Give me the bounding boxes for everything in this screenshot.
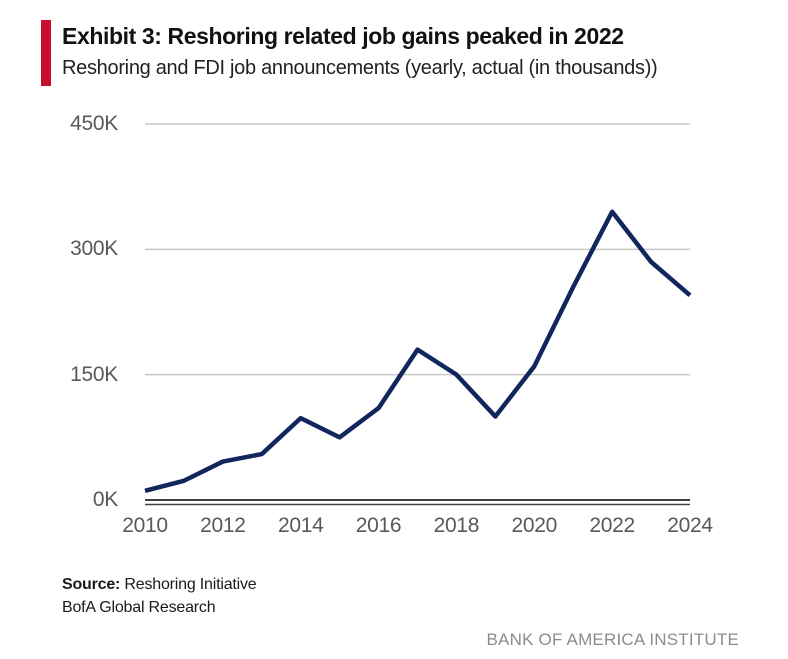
y-tick-label: 0K xyxy=(92,488,118,511)
research-line: BofA Global Research xyxy=(62,599,216,616)
x-tick-label: 2020 xyxy=(511,514,558,537)
red-accent-bar xyxy=(41,20,51,86)
source-line: Source: Reshoring Initiative xyxy=(62,576,257,594)
source-value: Reshoring Initiative xyxy=(120,576,257,593)
x-tick-label: 2022 xyxy=(589,514,635,537)
source-label: Source: xyxy=(62,576,121,593)
x-tick-label: 2016 xyxy=(355,514,402,537)
x-tick-label: 2014 xyxy=(277,514,324,537)
zero-axis-double-line xyxy=(145,499,690,506)
institute-brand: BANK OF AMERICA INSTITUTE xyxy=(486,630,739,649)
x-tick-label: 2012 xyxy=(200,514,246,537)
y-tick-label: 150K xyxy=(70,362,118,386)
x-tick-label: 2024 xyxy=(667,514,713,537)
y-tick-label: 300K xyxy=(70,237,118,261)
exhibit-subtitle: Reshoring and FDI job announcements (yea… xyxy=(62,57,658,79)
series-line-reshoring-fdi xyxy=(144,209,692,493)
exhibit-title: Exhibit 3: Reshoring related job gains p… xyxy=(62,23,624,49)
x-tick-label: 2018 xyxy=(433,514,480,537)
gridlines xyxy=(145,123,690,376)
y-tick-label: 450K xyxy=(70,112,118,135)
x-tick-label: 2010 xyxy=(122,514,168,537)
